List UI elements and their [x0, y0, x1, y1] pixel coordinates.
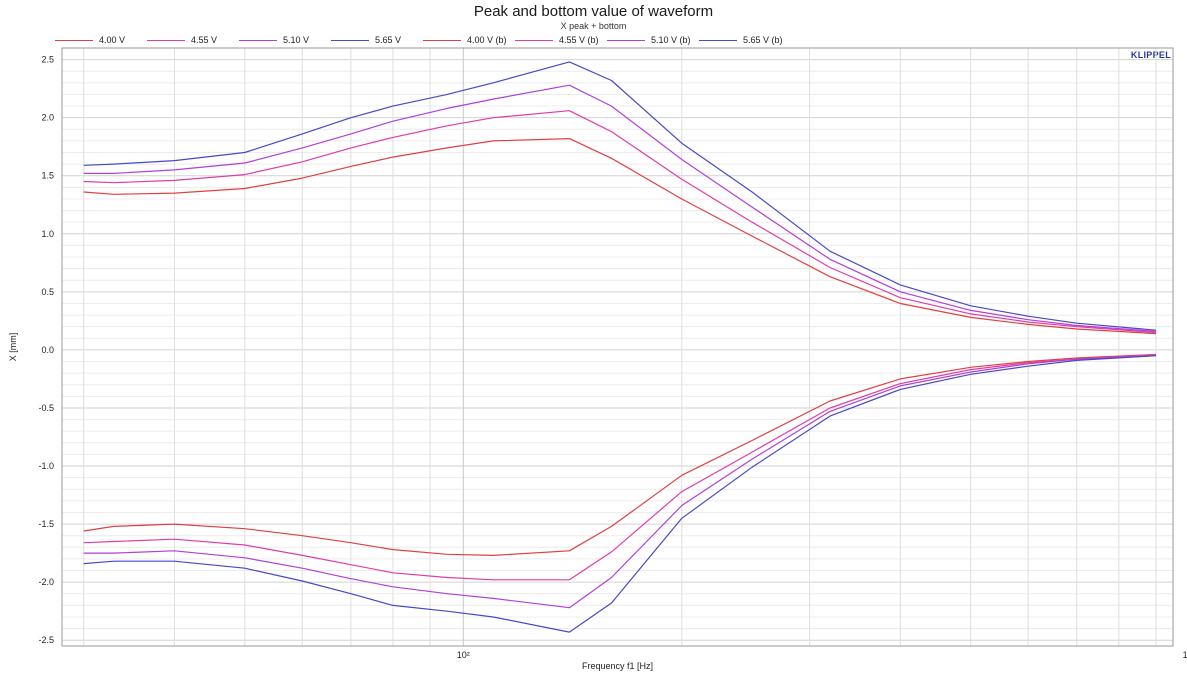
- legend: 4.00 V 4.55 V 5.10 V 5.65 V 4.00 V (b) 4.55 V…: [55, 34, 791, 46]
- legend-swatch: [423, 39, 461, 41]
- legend-swatch: [239, 39, 277, 41]
- series-line: [83, 355, 1157, 609]
- y-tick-label: 1.0: [41, 229, 54, 239]
- legend-label: 5.10 V (b): [651, 35, 691, 45]
- series-line: [83, 61, 1157, 331]
- series-line: [83, 84, 1157, 332]
- plot-frame: [61, 47, 1174, 647]
- y-tick-label: -2.5: [38, 635, 54, 645]
- series-layer: [83, 61, 1157, 633]
- y-tick-label: 0.0: [41, 345, 54, 355]
- series-line: [83, 353, 1157, 581]
- legend-item: 5.10 V (b): [607, 35, 699, 45]
- legend-item: 4.55 V (b): [515, 35, 607, 45]
- chart-subtitle: X peak + bottom: [560, 21, 627, 31]
- y-axis-ticks: 2.5 2.0 1.5 1.0 0.5 0.0 -0.5 -1.0 -1.5 -2.0 -2.5: [38, 55, 54, 646]
- legend-item: 4.00 V (b): [423, 35, 515, 45]
- legend-label: 4.55 V (b): [559, 35, 599, 45]
- series-line: [83, 355, 1157, 633]
- legend-swatch: [331, 39, 369, 41]
- x-axis-label: Frequency f1 [Hz]: [582, 661, 653, 671]
- y-tick-label: -1.5: [38, 519, 54, 529]
- legend-label: 4.55 V: [191, 35, 218, 45]
- legend-swatch: [147, 39, 185, 41]
- y-tick-label: -0.5: [38, 403, 54, 413]
- y-axis-label: X [mm]: [8, 333, 18, 362]
- x-axis-ticks: 10² 10³: [457, 650, 1187, 660]
- legend-swatch: [607, 39, 645, 41]
- legend-label: 5.65 V (b): [743, 35, 783, 45]
- legend-swatch: [699, 39, 737, 41]
- legend-label: 5.10 V: [283, 35, 310, 45]
- brand-label: KLIPPEL: [1130, 50, 1171, 60]
- legend-label: 4.00 V: [99, 35, 126, 45]
- legend-label: 5.65 V: [375, 35, 402, 45]
- grid-lines: [62, 47, 1173, 646]
- y-tick-label: 2.5: [41, 55, 54, 65]
- legend-item: 5.65 V (b): [699, 35, 791, 45]
- series-line: [83, 353, 1157, 557]
- series-line: [83, 138, 1157, 335]
- y-tick-label: 2.0: [41, 113, 54, 123]
- legend-item: 5.65 V: [331, 35, 423, 45]
- series-line: [83, 110, 1157, 334]
- legend-swatch: [515, 39, 553, 41]
- chart-title: Peak and bottom value of waveform: [473, 3, 714, 20]
- x-tick-label: 10³: [1183, 650, 1187, 660]
- legend-swatch: [55, 39, 93, 41]
- legend-label: 4.00 V (b): [467, 35, 507, 45]
- legend-item: 4.55 V: [147, 35, 239, 45]
- x-tick-label: 10²: [457, 650, 470, 660]
- y-tick-label: -2.0: [38, 577, 54, 587]
- legend-item: 5.10 V: [239, 35, 331, 45]
- y-tick-label: 1.5: [41, 171, 54, 181]
- y-tick-label: 0.5: [41, 287, 54, 297]
- legend-item: 4.00 V: [55, 35, 147, 45]
- y-tick-label: -1.0: [38, 461, 54, 471]
